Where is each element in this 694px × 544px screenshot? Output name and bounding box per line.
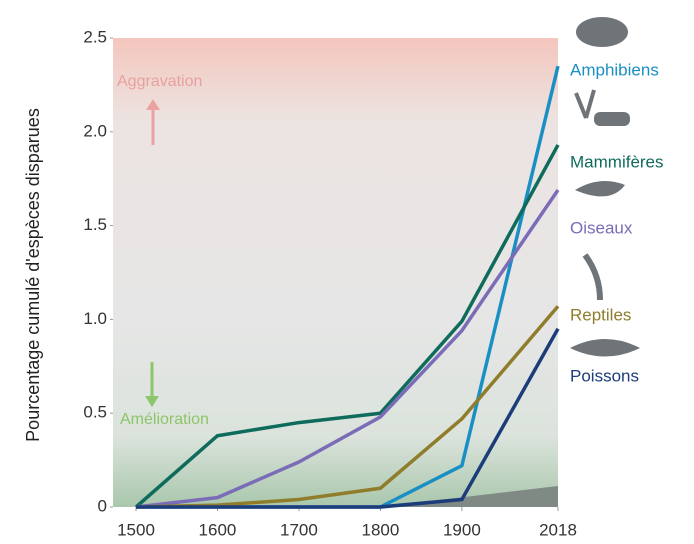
arrow-up-head	[146, 99, 160, 110]
line	[135, 188, 560, 509]
line	[136, 327, 560, 509]
bird-icon	[575, 181, 625, 197]
annotation: Aggravation	[117, 73, 202, 90]
x-tick-label: 2018	[539, 520, 577, 539]
annotation: Amélioration	[120, 411, 209, 428]
background	[113, 38, 558, 507]
y-tick-label: 0	[98, 496, 107, 515]
y-axis-label: Pourcentage cumulé d'espèces disparues	[23, 108, 43, 442]
y-tick-label: 2.5	[83, 27, 107, 46]
legend-label: Reptiles	[570, 305, 631, 324]
fish-icon	[570, 339, 640, 357]
arrow-down-head	[145, 396, 159, 407]
y-tick-label: 1.0	[83, 309, 107, 328]
legend-label: Oiseaux	[570, 218, 633, 237]
deer-icon	[594, 112, 630, 126]
legend-label: Poissons	[570, 366, 639, 385]
y-tick-label: 2.0	[83, 121, 107, 140]
y-tick-label: 1.5	[83, 215, 107, 234]
x-tick-label: 1800	[361, 520, 399, 539]
legend-label: Amphibiens	[570, 60, 659, 79]
line	[134, 144, 560, 509]
x-tick-label: 1600	[199, 520, 237, 539]
frog-icon	[576, 17, 628, 47]
deer-antler	[574, 89, 596, 119]
y-tick-label: 0.5	[83, 403, 107, 422]
x-tick-label: 1500	[117, 520, 155, 539]
lizard-icon	[582, 253, 603, 301]
x-tick-label: 1900	[443, 520, 481, 539]
legend-label: Mammifères	[570, 152, 664, 171]
x-tick-label: 1700	[280, 520, 318, 539]
icons	[570, 17, 640, 357]
